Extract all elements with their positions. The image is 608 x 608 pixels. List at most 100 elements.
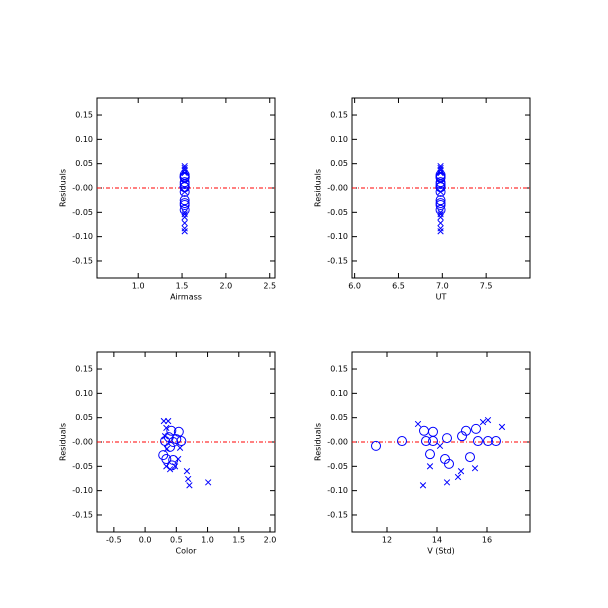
point	[498, 423, 506, 431]
y-tick-label: 0.10	[75, 135, 93, 144]
y-tick-label: -0.05	[72, 208, 93, 217]
y-axis-label: Residuals	[314, 169, 323, 207]
y-tick-label: -0.10	[327, 486, 348, 495]
x-tick-label: 1.5	[232, 536, 245, 545]
point	[371, 440, 381, 451]
point	[166, 425, 177, 436]
point	[181, 188, 188, 196]
point	[435, 177, 446, 188]
point	[443, 479, 451, 486]
point	[437, 211, 444, 218]
point	[444, 458, 454, 469]
x-tick-label: 1.0	[132, 282, 145, 291]
x-tick-label: 1.5	[176, 282, 189, 291]
point	[181, 219, 188, 227]
point	[163, 463, 170, 470]
point	[179, 186, 190, 197]
point	[437, 164, 444, 172]
point	[168, 437, 179, 447]
y-tick-label: 0.15	[75, 365, 93, 374]
y-tick-label: -0.10	[72, 232, 93, 241]
y-axis-label: Residuals	[59, 169, 68, 207]
point	[435, 186, 446, 197]
y-tick-label: 0.15	[330, 111, 348, 120]
point	[479, 418, 487, 426]
panel: -0.15 -0.10 -0.05 -0.00 0.05 0.10 0.15 6.0 6.5 7.…	[314, 97, 531, 302]
x-axis-label: Color	[176, 547, 198, 556]
x-tick-label: 6.5	[392, 282, 405, 291]
point	[181, 225, 188, 232]
point	[171, 434, 182, 445]
point	[437, 214, 444, 221]
x-axis-label: Airmass	[170, 293, 202, 302]
point	[160, 436, 171, 447]
y-tick-label: -0.15	[327, 256, 348, 265]
point	[181, 164, 188, 172]
x-tick-label: 2.0	[220, 282, 233, 291]
x-tick-label: 12	[382, 536, 392, 545]
point	[454, 473, 462, 481]
y-tick-label: 0.05	[75, 159, 93, 168]
point	[161, 433, 169, 440]
point	[471, 465, 479, 472]
x-tick-label: 2.0	[264, 536, 277, 545]
point	[175, 455, 182, 463]
point	[428, 436, 438, 447]
point	[163, 424, 170, 432]
x-tick-label: 16	[482, 536, 492, 545]
y-tick-label: 0.10	[330, 389, 348, 398]
point	[457, 468, 465, 475]
point	[437, 219, 444, 227]
point	[183, 468, 191, 475]
panel: -0.15 -0.10 -0.05 -0.00 0.05 0.10 0.15 12 14 16 V …	[314, 351, 531, 556]
panel: -0.15 -0.10 -0.05 -0.00 0.05 0.10 0.15 1.0 1.5 2.…	[59, 97, 276, 302]
x-axis-label: UT	[436, 293, 447, 302]
y-tick-label: 0.10	[330, 135, 348, 144]
point	[437, 209, 444, 216]
y-tick-label: -0.15	[327, 510, 348, 519]
point	[483, 436, 493, 447]
point	[176, 436, 187, 447]
point	[436, 442, 444, 450]
y-tick-label: 0.15	[330, 365, 348, 374]
point	[181, 162, 188, 170]
point	[471, 423, 481, 434]
point	[186, 482, 193, 489]
point	[435, 195, 446, 206]
point	[171, 463, 179, 470]
x-tick-label: 0.5	[170, 536, 183, 545]
point	[437, 228, 444, 235]
x-tick-label: 2.5	[263, 282, 276, 291]
y-tick-label: -0.10	[327, 232, 348, 241]
point	[181, 228, 188, 235]
point	[437, 169, 444, 177]
point	[163, 445, 171, 452]
y-tick-label: 0.10	[75, 389, 93, 398]
x-tick-label: 1.0	[201, 536, 214, 545]
point	[179, 195, 190, 206]
point	[421, 436, 431, 447]
y-tick-label: -0.05	[72, 462, 93, 471]
y-tick-label: -0.00	[72, 438, 93, 447]
point	[397, 436, 407, 447]
point	[181, 211, 188, 218]
point	[176, 444, 184, 451]
point	[442, 433, 452, 444]
y-tick-label: -0.15	[72, 256, 93, 265]
x-axis-label: V (Std)	[427, 547, 455, 556]
point	[205, 479, 212, 486]
y-tick-label: 0.05	[75, 413, 93, 422]
y-tick-label: -0.00	[72, 184, 93, 193]
y-axis-label: Residuals	[314, 423, 323, 461]
point	[425, 449, 435, 460]
point	[435, 198, 446, 209]
y-tick-label: -0.00	[327, 184, 348, 193]
x-tick-label: 7.0	[436, 282, 449, 291]
x-tick-label: -0.5	[106, 536, 122, 545]
point	[179, 177, 190, 188]
y-tick-label: -0.10	[72, 486, 93, 495]
point	[428, 426, 438, 437]
point	[185, 475, 192, 483]
point	[437, 225, 444, 232]
y-tick-label: -0.15	[72, 510, 93, 519]
